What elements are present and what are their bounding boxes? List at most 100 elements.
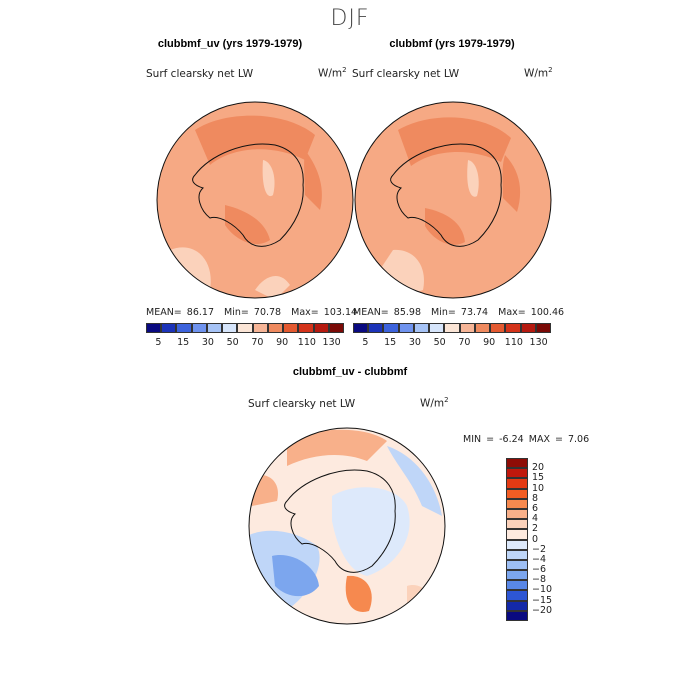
panel1-units: W/m2 — [318, 66, 347, 80]
panel1-variable: Surf clearsky net LW — [146, 68, 254, 80]
colorbar-swatch — [506, 488, 528, 499]
colorbar-label: 4 — [532, 513, 539, 525]
colorbar-label: 2 — [532, 523, 539, 535]
panel3-colorbar — [506, 458, 528, 621]
panel3-field-pos-north — [287, 429, 387, 466]
colorbar-swatch — [429, 323, 445, 333]
colorbar-swatch — [506, 559, 528, 571]
colorbar-label: 0 — [532, 533, 539, 545]
panel2-colorbar — [353, 323, 551, 333]
colorbar-label: 70 — [458, 337, 471, 348]
colorbar-label: −20 — [532, 604, 553, 616]
colorbar-swatch — [252, 323, 268, 333]
colorbar-swatch — [267, 323, 284, 333]
panel3-field-neg-east — [387, 446, 442, 516]
colorbar-swatch — [444, 323, 460, 333]
colorbar-swatch — [506, 549, 528, 560]
panel3-field-strong-neg — [272, 555, 319, 597]
panel1-coastline — [192, 143, 304, 247]
colorbar-swatch — [146, 323, 162, 333]
colorbar-label: 110 — [504, 337, 523, 348]
colorbar-swatch — [383, 323, 399, 333]
panel1-map-border — [156, 101, 354, 299]
panel1-field-warm-south — [225, 205, 270, 245]
panel2-title: clubbmf (yrs 1979-1979) — [389, 38, 515, 50]
colorbar-label: 50 — [226, 337, 239, 348]
panel2-map-border — [354, 101, 552, 299]
colorbar-label: 30 — [201, 337, 214, 348]
colorbar-swatch — [506, 519, 528, 530]
colorbar-swatch — [506, 539, 528, 550]
colorbar-swatch — [161, 323, 177, 333]
colorbar-swatch — [535, 323, 551, 333]
panel2-map — [354, 101, 552, 299]
panel2-field-warm-north — [398, 117, 511, 166]
colorbar-swatch — [506, 458, 528, 469]
colorbar-label: 130 — [529, 337, 548, 348]
panel3-stats: MIN = -6.24 MAX = 7.06 — [463, 434, 590, 445]
colorbar-swatch — [283, 323, 299, 333]
panel1-field-warm-east — [304, 150, 322, 210]
colorbar-swatch — [506, 570, 528, 581]
colorbar-swatch — [474, 323, 491, 333]
panel2-field-warm-south — [425, 208, 465, 245]
colorbar-swatch — [398, 323, 414, 333]
colorbar-swatch — [206, 323, 223, 333]
panel3-map-border — [248, 427, 446, 625]
panel2-units: W/m2 — [524, 66, 553, 80]
colorbar-label: 6 — [532, 502, 539, 514]
panel2-variable: Surf clearsky net LW — [352, 68, 460, 80]
colorbar-swatch — [459, 323, 475, 333]
panel2-stats: MEAN= 85.98 Min= 73.74 Max= 100.46 — [353, 307, 565, 318]
panel2-field-warm-east — [502, 155, 521, 212]
colorbar-label: 5 — [362, 337, 369, 348]
panel1-colorbar-labels: 5 15 30 50 70 90 110 130 — [146, 337, 344, 349]
colorbar-label: 110 — [297, 337, 316, 348]
colorbar-label: 5 — [155, 337, 162, 348]
panel3-title: clubbmf_uv - clubbmf — [292, 366, 408, 378]
colorbar-swatch — [176, 323, 192, 333]
panel1-title: clubbmf_uv (yrs 1979-1979) — [157, 38, 303, 50]
colorbar-swatch — [506, 478, 528, 489]
colorbar-label: 10 — [532, 482, 545, 494]
colorbar-swatch — [328, 323, 344, 333]
colorbar-swatch — [490, 323, 506, 333]
colorbar-swatch — [506, 498, 528, 509]
colorbar-swatch — [368, 323, 384, 333]
panel2-colorbar-labels: 5 15 30 50 70 90 110 130 — [353, 337, 551, 349]
panel1-colorbar — [146, 323, 344, 333]
colorbar-swatch — [506, 590, 528, 601]
colorbar-swatch — [237, 323, 253, 333]
colorbar-swatch — [506, 508, 528, 520]
panel3-field-pos-south — [345, 575, 372, 612]
panel1-stats: MEAN= 86.17 Min= 70.78 Max= 103.14 — [146, 307, 358, 318]
colorbar-swatch — [353, 323, 369, 333]
colorbar-label: 8 — [532, 492, 539, 504]
panel3-map — [248, 427, 446, 625]
panel1-field-cool-interior — [262, 160, 275, 197]
colorbar-swatch — [506, 580, 528, 591]
colorbar-label: −10 — [532, 584, 553, 596]
colorbar-label: 15 — [384, 337, 397, 348]
colorbar-label: 15 — [532, 472, 545, 484]
colorbar-label: −15 — [532, 594, 553, 606]
colorbar-swatch — [506, 468, 528, 479]
colorbar-swatch — [313, 323, 329, 333]
panel3-field-neg-interior — [332, 487, 410, 576]
colorbar-label: −6 — [532, 564, 547, 576]
panel2-field-cool-interior — [467, 160, 479, 197]
colorbar-label: −8 — [532, 574, 547, 586]
colorbar-label: 90 — [483, 337, 496, 348]
colorbar-swatch — [506, 529, 528, 540]
colorbar-swatch — [191, 323, 207, 333]
colorbar-label: 15 — [177, 337, 190, 348]
colorbar-swatch — [298, 323, 314, 333]
panel3-variable: Surf clearsky net LW — [248, 398, 356, 410]
colorbar-swatch — [506, 600, 528, 611]
colorbar-label: 50 — [433, 337, 446, 348]
colorbar-label: 70 — [251, 337, 264, 348]
colorbar-swatch — [222, 323, 238, 333]
panel1-field-cool-s — [255, 276, 290, 298]
colorbar-swatch — [505, 323, 521, 333]
colorbar-label: −4 — [532, 553, 547, 565]
